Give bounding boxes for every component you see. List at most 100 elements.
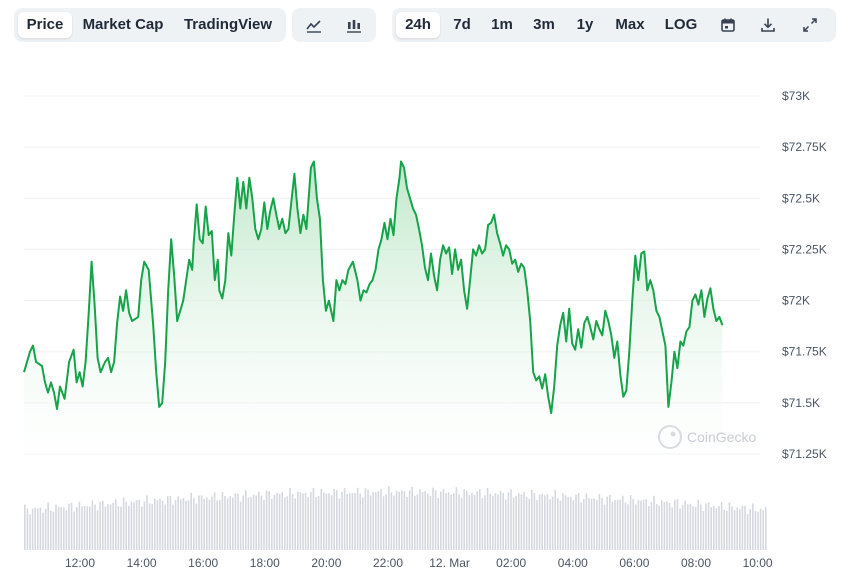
volume-bar: [440, 491, 442, 550]
range-max[interactable]: Max: [615, 16, 645, 33]
volume-bar: [635, 504, 637, 550]
volume-bar: [551, 496, 554, 550]
volume-bar: [640, 500, 642, 550]
volume-bar: [684, 500, 686, 550]
coingecko-logo-eye: [670, 431, 676, 437]
volume-bar: [52, 511, 55, 550]
line-chart-button[interactable]: [296, 12, 332, 38]
candlestick-chart-button[interactable]: [336, 12, 372, 38]
range-3m[interactable]: 3m: [533, 16, 555, 33]
volume-bar: [317, 495, 320, 550]
tab-price[interactable]: Price: [18, 12, 72, 38]
volume-bar: [455, 487, 458, 550]
tab-market-cap[interactable]: Market Cap: [82, 16, 164, 33]
volume-bar: [94, 504, 96, 550]
volume-bar: [624, 502, 627, 550]
volume-bar: [73, 511, 75, 550]
volume-bar: [593, 498, 595, 550]
volume-bar: [489, 494, 491, 550]
volume-bar: [89, 506, 91, 550]
volume-bar: [221, 491, 224, 550]
volume-bar: [265, 490, 268, 550]
volume-bar: [338, 498, 341, 550]
x-tick-label: 08:00: [681, 556, 711, 570]
volume-bar: [502, 492, 504, 550]
volume-bar: [250, 497, 252, 550]
download-button[interactable]: [750, 12, 786, 38]
volume-bar: [557, 498, 559, 550]
volume-bar: [57, 506, 60, 550]
volume-bar: [310, 491, 312, 550]
volume-bar: [757, 511, 759, 550]
volume-bar: [359, 493, 361, 550]
volume-bar: [354, 492, 356, 550]
volume-bar: [60, 507, 62, 550]
view-toggle: [292, 8, 376, 42]
y-tick-label: $72.25K: [782, 242, 827, 256]
volume-bar: [648, 506, 650, 550]
range-1y[interactable]: 1y: [576, 16, 594, 33]
volume-bar: [104, 506, 107, 550]
volume-bar: [741, 505, 744, 550]
range-7d[interactable]: 7d: [453, 16, 471, 33]
volume-bar: [671, 507, 673, 550]
y-axis: $73K $72.75K $72.5K $72.25K $72K $71.75K $71.5…: [782, 89, 827, 461]
candlestick-chart-icon: [347, 20, 361, 33]
volume-bar: [63, 507, 65, 550]
volume-bar: [369, 495, 372, 550]
volume-bar: [128, 505, 130, 550]
volume-bar: [159, 498, 161, 550]
volume-bar: [559, 500, 562, 550]
volume-bar: [401, 490, 403, 550]
volume-bar: [744, 505, 746, 550]
volume-bar: [437, 497, 439, 550]
volume-bar: [50, 510, 52, 550]
volume-bar: [24, 504, 26, 550]
volume-bar: [148, 503, 151, 550]
volume-bar: [229, 496, 231, 550]
volume-bar: [76, 507, 78, 550]
volume-bar: [195, 503, 198, 550]
volume-bar: [356, 487, 359, 550]
volume-bar: [445, 493, 447, 550]
volume-bar: [328, 493, 330, 550]
y-tick-label: $71.5K: [782, 396, 820, 410]
x-tick-label: 12:00: [65, 556, 95, 570]
volume-bar: [544, 495, 546, 550]
volume-bar: [479, 489, 481, 550]
volume-bar: [364, 488, 367, 550]
volume-bar: [143, 501, 146, 550]
volume-bar: [151, 503, 153, 550]
volume-bar: [658, 505, 660, 550]
date-range-button[interactable]: [710, 12, 746, 38]
volume-bar: [284, 497, 286, 550]
tab-tradingview[interactable]: TradingView: [183, 16, 273, 33]
volume-bar: [268, 491, 270, 550]
volume-bar: [372, 492, 374, 550]
volume-bar: [291, 494, 294, 550]
volume-bar: [666, 501, 668, 550]
volume-bar: [297, 491, 299, 550]
volume-bar: [154, 498, 156, 550]
fullscreen-button[interactable]: [790, 12, 830, 38]
volume-bar: [726, 510, 728, 550]
volume-bar: [575, 494, 577, 550]
volume-bar: [187, 500, 190, 550]
volume-bar: [70, 502, 73, 550]
volume-bar: [694, 507, 697, 550]
range-24h[interactable]: 24h: [396, 12, 440, 38]
volume-bar: [460, 497, 463, 550]
volume-bar: [432, 487, 434, 550]
volume-bar: [239, 501, 242, 550]
y-tick-label: $71.25K: [782, 447, 827, 461]
volume-bar: [122, 497, 125, 550]
volume-bar: [622, 495, 624, 550]
volume-bar: [130, 501, 133, 550]
range-1m[interactable]: 1m: [491, 16, 513, 33]
log-scale-toggle[interactable]: LOG: [664, 16, 698, 33]
volume-bar: [117, 506, 120, 550]
volume-bar: [237, 493, 239, 550]
volume-bar: [564, 495, 567, 550]
volume-bar: [299, 492, 302, 550]
